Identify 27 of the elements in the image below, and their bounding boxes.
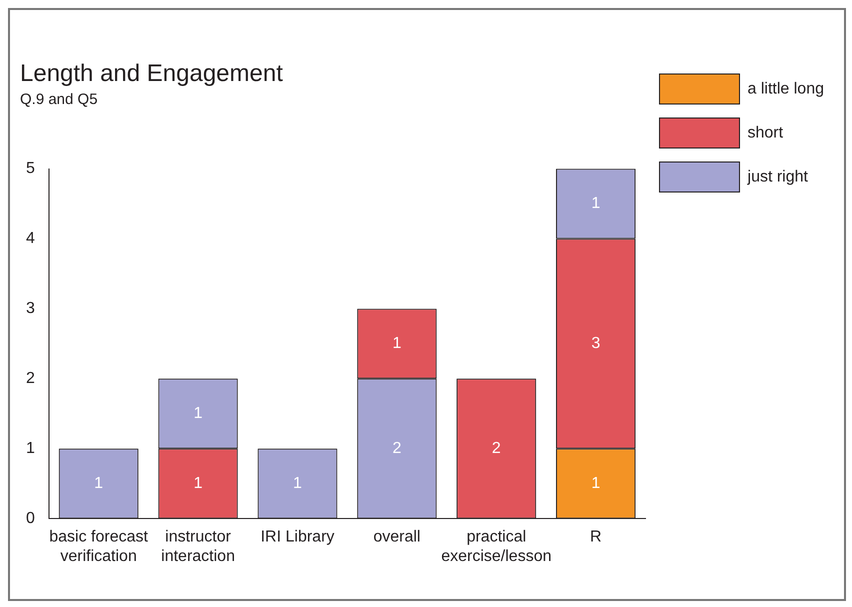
data-label: 2 xyxy=(492,440,501,458)
legend-label: short xyxy=(748,124,784,142)
data-label: 1 xyxy=(194,405,203,422)
y-tick-label: 5 xyxy=(26,160,35,178)
data-label: 1 xyxy=(392,335,402,352)
data-label: 1 xyxy=(94,475,104,492)
data-label: 1 xyxy=(591,475,600,492)
y-tick-label: 4 xyxy=(26,230,35,248)
x-tick-label: practical exercise/lesson xyxy=(441,528,552,565)
legend-label: a little long xyxy=(748,80,824,98)
y-tick-label: 1 xyxy=(26,440,35,458)
x-tick-label: instructor interaction xyxy=(161,528,235,565)
y-tick-label: 2 xyxy=(26,370,35,388)
x-tick-label: basic forecast verification xyxy=(49,528,149,565)
legend-label: just right xyxy=(746,168,809,186)
data-label: 1 xyxy=(591,195,600,212)
data-label: 1 xyxy=(293,475,302,492)
chart-subtitle: Q.9 and Q5 xyxy=(20,90,98,108)
data-label: 3 xyxy=(591,335,600,352)
data-label: 1 xyxy=(194,475,203,492)
chart-title: Length and Engagement xyxy=(20,60,284,88)
y-tick-label: 0 xyxy=(26,510,35,528)
data-label: 2 xyxy=(392,440,402,458)
x-tick-label: IRI Library xyxy=(260,528,334,546)
x-tick-label: R xyxy=(590,528,602,546)
y-tick-label: 3 xyxy=(26,300,35,318)
x-tick-label: overall xyxy=(373,528,420,546)
